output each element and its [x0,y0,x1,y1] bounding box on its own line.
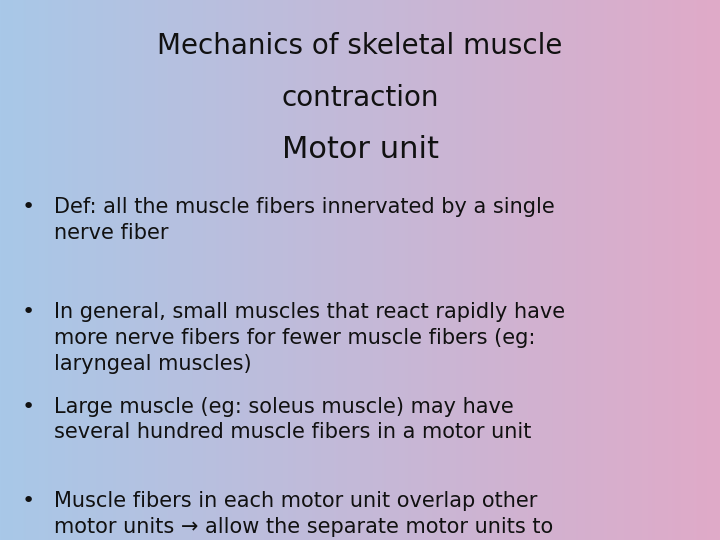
Text: Motor unit: Motor unit [282,135,438,164]
Text: contraction: contraction [282,84,438,112]
Text: Muscle fibers in each motor unit overlap other
motor units → allow the separate : Muscle fibers in each motor unit overlap… [54,491,553,540]
Text: •: • [22,302,35,322]
Text: •: • [22,197,35,217]
Text: •: • [22,491,35,511]
Text: Mechanics of skeletal muscle: Mechanics of skeletal muscle [157,32,563,60]
Text: Large muscle (eg: soleus muscle) may have
several hundred muscle fibers in a mot: Large muscle (eg: soleus muscle) may hav… [54,397,531,442]
Text: •: • [22,397,35,417]
Text: In general, small muscles that react rapidly have
more nerve fibers for fewer mu: In general, small muscles that react rap… [54,302,565,374]
Text: Def: all the muscle fibers innervated by a single
nerve fiber: Def: all the muscle fibers innervated by… [54,197,554,242]
